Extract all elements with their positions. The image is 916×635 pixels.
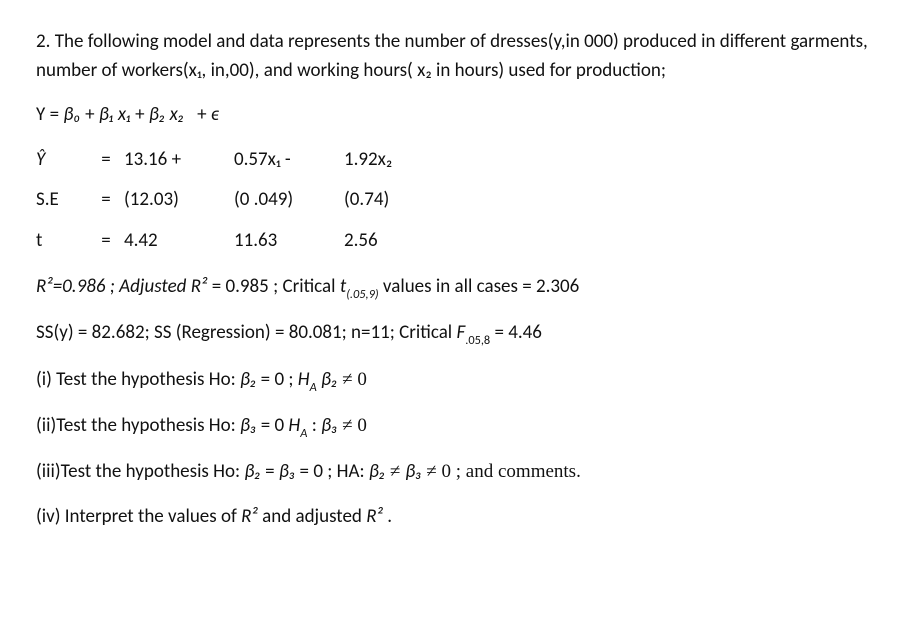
q3-i: ≠ 0 ; and comments. bbox=[422, 461, 581, 482]
yhat-row: Ŷ = 13.16 + 0.57x₁ - 1.92x₂ bbox=[36, 146, 880, 175]
t-c0: 4.42 bbox=[124, 227, 234, 256]
q4-c: and adjusted bbox=[258, 505, 366, 528]
q1-b: β₂ bbox=[240, 368, 256, 391]
yhat-c0: 13.16 + bbox=[124, 146, 234, 175]
q3-f: β₂ bbox=[369, 460, 385, 483]
q2-b: β₃ bbox=[240, 414, 256, 437]
model-pluse: + bbox=[197, 103, 206, 126]
se-row: S.E = (12.03) (0 .049) (0.74) bbox=[36, 186, 880, 215]
ss-b: F bbox=[456, 321, 465, 344]
ss-c: = 4.46 bbox=[490, 321, 542, 344]
q2-f: β₃ bbox=[321, 414, 337, 437]
q1-a: (i) Test the hypothesis Ho: bbox=[36, 368, 240, 391]
q2-a: (ii)Test the hypothesis Ho: bbox=[36, 414, 240, 437]
model-equation: Y = β₀ + β₁ x₁ + β₂ x₂ + ϵ bbox=[36, 101, 880, 130]
se-eq: = bbox=[88, 186, 124, 215]
se-c1: (0 .049) bbox=[234, 186, 344, 215]
q2-c: = 0 bbox=[256, 414, 288, 437]
t-row: t = 4.42 11.63 2.56 bbox=[36, 227, 880, 256]
r2-line: R²=0.986 ; Adjusted R² = 0.985 ; Critica… bbox=[36, 273, 880, 303]
t-label: t bbox=[36, 227, 88, 256]
q2-g: ≠ 0 bbox=[337, 415, 366, 436]
question-ii: (ii)Test the hypothesis Ho: β₃ = 0 HA : … bbox=[36, 412, 880, 442]
t-c2: 2.56 bbox=[344, 227, 454, 256]
r2-dsub: (.05,9) bbox=[346, 287, 378, 302]
model-beta1: β₁ bbox=[99, 103, 114, 126]
r2-b: R² bbox=[191, 275, 208, 298]
t-eq: = bbox=[88, 227, 124, 256]
q1-c: = 0 ; bbox=[256, 368, 297, 391]
se-label: S.E bbox=[36, 186, 88, 215]
se-c2: (0.74) bbox=[344, 186, 454, 215]
q4-d: R² bbox=[366, 505, 383, 528]
q3-g: ≠ bbox=[385, 461, 405, 482]
yhat-c2: 1.92x₂ bbox=[344, 146, 454, 175]
ss-line: SS(y) = 82.682; SS (Regression) = 80.081… bbox=[36, 319, 880, 349]
q3-b: β₂ bbox=[244, 460, 260, 483]
t-c1: 11.63 bbox=[234, 227, 344, 256]
model-x2: x₂ bbox=[170, 103, 185, 126]
q2-d: H bbox=[288, 414, 300, 437]
model-plus1: + bbox=[85, 103, 94, 126]
question-iii: (iii)Test the hypothesis Ho: β₂ = β₃ = 0… bbox=[36, 458, 880, 487]
problem-intro: 2. The following model and data represen… bbox=[36, 28, 880, 85]
ss-a: SS(y) = 82.682; SS (Regression) = 80.081… bbox=[36, 321, 456, 344]
q3-c: = bbox=[261, 460, 279, 483]
question-iv: (iv) Interpret the values of R² and adju… bbox=[36, 503, 880, 532]
r2-a: R²=0.986 ; Adjusted bbox=[36, 275, 191, 298]
q3-a: (iii)Test the hypothesis Ho: bbox=[36, 460, 244, 483]
q3-e: = 0 ; HA: bbox=[295, 460, 369, 483]
yhat-label: Ŷ bbox=[36, 146, 88, 175]
model-lhs: Y bbox=[36, 103, 45, 126]
q1-dsub: A bbox=[310, 380, 317, 395]
se-c0: (12.03) bbox=[124, 186, 234, 215]
q4-e: . bbox=[383, 505, 392, 528]
question-i: (i) Test the hypothesis Ho: β₂ = 0 ; HA … bbox=[36, 366, 880, 396]
q3-h: β₃ bbox=[405, 460, 421, 483]
model-beta0: β₀ bbox=[63, 103, 80, 126]
q2-dsub: A bbox=[300, 426, 307, 441]
model-eps: ϵ bbox=[211, 103, 219, 126]
yhat-eq: = bbox=[88, 146, 124, 175]
q4-b: R² bbox=[241, 505, 258, 528]
q3-d: β₃ bbox=[279, 460, 295, 483]
q2-e: : bbox=[307, 414, 321, 437]
q1-d: H bbox=[298, 368, 310, 391]
ss-bsub: .05,8 bbox=[465, 333, 490, 348]
r2-c: = 0.985 ; Critical bbox=[207, 275, 339, 298]
model-x1: x₁ bbox=[118, 103, 131, 126]
r2-e: values in all cases = 2.306 bbox=[379, 275, 580, 298]
model-eq: = bbox=[50, 103, 59, 126]
q4-a: (iv) Interpret the values of bbox=[36, 505, 241, 528]
model-beta2: β₂ bbox=[149, 103, 165, 126]
q1-g: ≠ 0 bbox=[337, 369, 366, 390]
model-plus2: + bbox=[135, 103, 144, 126]
q1-f: β₂ bbox=[321, 368, 337, 391]
yhat-c1: 0.57x₁ - bbox=[234, 146, 344, 175]
